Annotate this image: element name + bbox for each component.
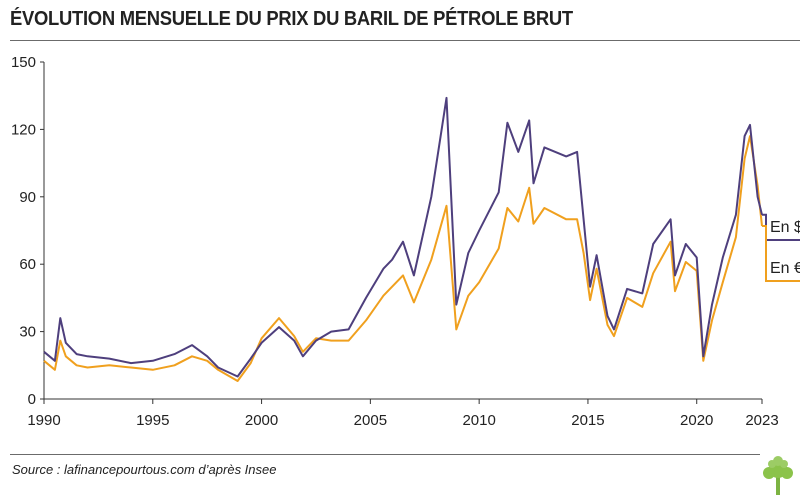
y-tick-label: 150 [11, 54, 36, 71]
y-tick-label: 120 [11, 121, 36, 138]
x-tick-label: 2023 [745, 412, 778, 429]
chart-axes: 0 30 60 90 120 150 1990 1995 2000 2005 2010 2015 202… [11, 54, 779, 429]
series-layer [43, 96, 763, 382]
x-tick-label: 2015 [571, 412, 604, 429]
eur-series-line [43, 135, 763, 382]
y-tick-label: 0 [28, 391, 36, 408]
footer-divider [10, 454, 760, 455]
x-tick-label: 2010 [462, 412, 495, 429]
usd-series-line [43, 96, 763, 378]
usd-legend-label: En $ [770, 219, 800, 236]
eur-legend-label: En € [770, 260, 800, 277]
title-divider [10, 40, 800, 41]
x-tick-label: 2020 [680, 412, 713, 429]
y-tick-label: 60 [19, 256, 36, 273]
y-tick-label: 30 [19, 324, 36, 341]
legend-layer: En $ En € [762, 213, 800, 282]
tree-logo [763, 456, 793, 495]
chart-title: ÉVOLUTION MENSUELLE DU PRIX DU BARIL DE … [10, 8, 573, 30]
x-tick-label: 1995 [136, 412, 169, 429]
y-tick-label: 90 [19, 189, 36, 206]
x-tick-label: 2000 [245, 412, 278, 429]
x-tick-label: 1990 [27, 412, 60, 429]
source-note: Source : lafinancepourtous.com d’après I… [12, 462, 277, 477]
eur-legend-leader [762, 225, 800, 282]
x-tick-label: 2005 [354, 412, 387, 429]
